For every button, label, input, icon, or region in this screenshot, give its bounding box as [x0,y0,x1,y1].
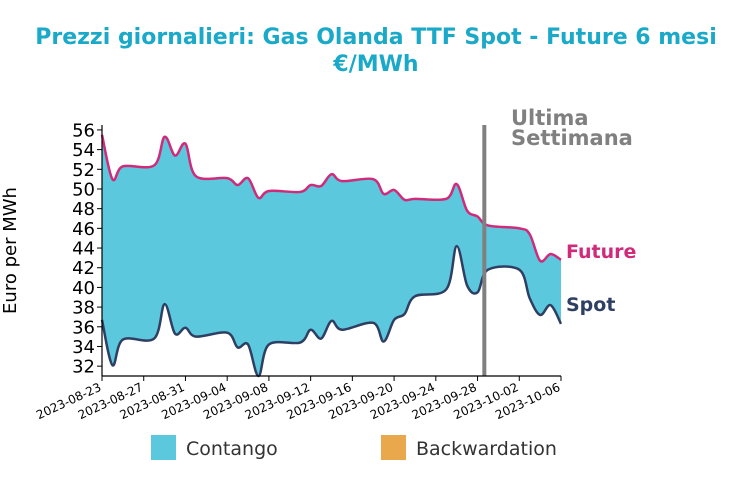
legend-swatch [381,435,406,460]
y-tick-label: 56 [72,120,95,141]
annotation-line2: Settimana [511,126,633,150]
y-tick-label: 42 [72,258,95,279]
y-tick-label: 38 [72,298,95,319]
legend-label: Contango [186,438,278,460]
y-tick-label: 44 [72,239,95,260]
y-tick-label: 46 [72,219,95,240]
y-tick-label: 32 [72,357,95,378]
contango-area [102,134,561,376]
legend-label: Backwardation [416,438,557,460]
y-tick-label: 48 [72,199,95,220]
chart-title-line2: €/MWh [333,52,419,77]
y-tick-label: 34 [72,337,95,358]
spread-areas [102,134,561,376]
future-end-label: Future [566,241,636,263]
chart-title-line1: Prezzi giornalieri: Gas Olanda TTF Spot … [35,25,717,50]
y-tick-label: 36 [72,317,95,338]
legend-item-contango: Contango [151,435,278,460]
annotation-line1: Ultima [511,106,589,130]
legend-swatch [151,435,176,460]
legend: Contango Backwardation [151,435,557,460]
y-tick-label: 54 [72,140,95,161]
y-tick-label: 50 [72,179,95,200]
y-tick-label: 52 [72,160,95,181]
chart-title: Prezzi giornalieri: Gas Olanda TTF Spot … [0,24,752,78]
series-end-labels: Future Spot [566,241,636,316]
legend-item-backwardation: Backwardation [381,435,557,460]
y-axis-label: Euro per MWh [0,187,21,314]
y-tick-label: 40 [72,278,95,299]
spot-end-label: Spot [566,294,615,316]
